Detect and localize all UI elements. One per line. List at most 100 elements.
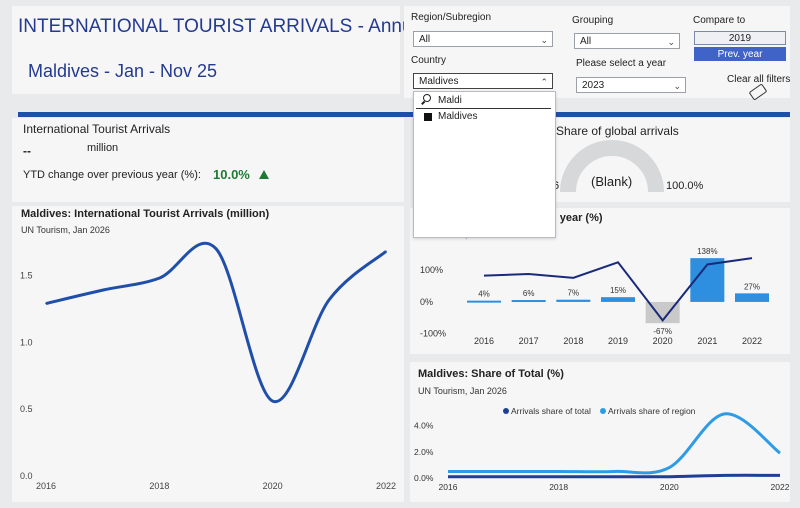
- bar-value-label: 15%: [610, 286, 626, 295]
- share-total-line: [448, 473, 781, 479]
- x-tick-label: 2020: [263, 481, 283, 491]
- compare-2019-button[interactable]: 2019: [694, 31, 786, 45]
- share-total-chart-title: Maldives: Share of Total (%): [418, 368, 564, 380]
- share-total-line-chart: Arrivals share of total Arrivals share of…: [414, 406, 790, 492]
- y-tick-label: -100%: [420, 329, 446, 339]
- x-tick-label: 2016: [474, 336, 494, 346]
- x-tick-label: 2016: [439, 482, 458, 492]
- search-icon: [423, 94, 431, 102]
- x-tick-label: 2018: [549, 482, 568, 492]
- compare-prev-year-button[interactable]: Prev. year: [694, 47, 786, 61]
- arrivals-series-line: [45, 241, 387, 403]
- bar-value-label: 7%: [568, 289, 580, 298]
- legend-label: Arrivals share of total: [511, 406, 591, 416]
- data-point: [158, 277, 161, 279]
- country-select-value: Maldives: [419, 76, 459, 87]
- gauge-max-label: 100.0%: [666, 180, 704, 192]
- x-tick-label: 2019: [608, 336, 628, 346]
- grouping-select[interactable]: All ⌄: [574, 33, 680, 49]
- share-card-title: Share of global arrivals: [556, 124, 679, 138]
- bar-value-label: 4%: [478, 290, 490, 299]
- chevron-up-icon: ⌃: [540, 77, 548, 87]
- x-tick-label: 2017: [519, 336, 539, 346]
- x-tick-label: 2022: [771, 482, 790, 492]
- data-point: [45, 302, 47, 305]
- change-bar: [467, 300, 501, 303]
- legend-marker: [503, 408, 509, 414]
- arrivals-chart-card: [12, 206, 404, 502]
- gauge-center-text: (Blank): [591, 174, 633, 189]
- year-label: Please select a year: [576, 58, 667, 69]
- y-tick-label: 4.0%: [414, 421, 434, 431]
- x-tick-label: 2016: [36, 481, 56, 491]
- data-point: [101, 289, 104, 291]
- share-total-chart-card: [410, 362, 790, 502]
- bar-value-label: 27%: [744, 282, 760, 291]
- data-point: [328, 298, 331, 301]
- header-panel: [12, 6, 400, 94]
- year-select-value: 2023: [582, 80, 605, 91]
- compare-label: Compare to: [693, 15, 746, 26]
- country-search-text: Maldi: [438, 95, 462, 106]
- share-gauge: [560, 140, 664, 193]
- bar-value-label: -67%: [653, 327, 672, 336]
- x-tick-label: 2020: [660, 482, 679, 492]
- section-divider: [18, 112, 790, 117]
- checkbox-checked[interactable]: [424, 113, 432, 121]
- data-point: [271, 400, 274, 402]
- change-bar: [511, 300, 546, 303]
- gauge-min-label: 6: [553, 180, 560, 192]
- grouping-select-value: All: [580, 36, 592, 47]
- clear-filters-button[interactable]: Clear all filters: [727, 74, 791, 85]
- country-option-maldives[interactable]: Maldives: [416, 110, 551, 124]
- y-tick-label: 0.5: [20, 404, 33, 414]
- kpi-unit: million: [87, 142, 119, 154]
- y-tick-label: 0%: [420, 297, 433, 307]
- y-tick-label: 2.0%: [414, 447, 434, 457]
- country-option-label: Maldives: [438, 111, 478, 122]
- region-select[interactable]: All ⌄: [413, 31, 553, 47]
- region-select-value: All: [419, 34, 431, 45]
- country-select[interactable]: Maldives ⌃: [413, 73, 553, 89]
- y-tick-label: 1.5: [20, 270, 33, 280]
- legend-marker: [600, 408, 606, 414]
- x-tick-label: 2020: [653, 336, 673, 346]
- change-bar-chart: 100% 0% -100% 2016 2017 2018 2019 2020 2021 2022 4…: [420, 247, 769, 346]
- ytd-label: YTD change over previous year (%):: [23, 169, 201, 181]
- change-series-line: [483, 257, 753, 322]
- legend-label: Arrivals share of region: [608, 406, 696, 416]
- bar-value-label: 6%: [523, 289, 535, 298]
- change-bar: [735, 293, 769, 302]
- bar-value-label: 138%: [697, 247, 717, 256]
- chevron-down-icon: ⌄: [673, 81, 681, 91]
- x-tick-label: 2018: [563, 336, 583, 346]
- x-tick-label: 2022: [742, 336, 762, 346]
- ytd-value: 10.0%: [213, 167, 250, 182]
- x-tick-label: 2022: [376, 481, 396, 491]
- chevron-down-icon: ⌄: [540, 35, 548, 45]
- kpi-value: --: [23, 144, 31, 158]
- y-tick-label: 0.0%: [414, 473, 434, 483]
- grouping-label: Grouping: [572, 15, 614, 26]
- y-tick-label: 100%: [420, 265, 443, 275]
- chevron-down-icon: ⌄: [667, 37, 675, 47]
- data-point: [215, 247, 217, 250]
- region-label: Region/Subregion: [411, 12, 492, 23]
- data-point: [385, 250, 387, 253]
- search-icon-handle: [421, 100, 425, 105]
- gauge-arc: [560, 140, 664, 193]
- page-title: INTERNATIONAL TOURIST ARRIVALS - Annual: [18, 16, 428, 37]
- country-search-box[interactable]: Maldi: [416, 93, 551, 109]
- change-chart-title: : year (%): [553, 212, 603, 224]
- change-bar: [601, 297, 635, 302]
- y-tick-label: 0.0: [20, 471, 33, 481]
- change-bar: [645, 301, 680, 324]
- up-triangle-icon: [259, 170, 269, 179]
- page-subtitle: Maldives - Jan - Nov 25: [28, 61, 218, 81]
- kpi-card: [12, 118, 404, 202]
- change-bar: [556, 299, 591, 302]
- year-select[interactable]: 2023 ⌄: [576, 77, 686, 93]
- x-tick-label: 2018: [149, 481, 169, 491]
- arrivals-line-chart: 0.0 0.5 1.0 1.5 2016 2018 2020 2022: [20, 241, 396, 491]
- arrivals-chart-source: UN Tourism, Jan 2026: [21, 225, 110, 235]
